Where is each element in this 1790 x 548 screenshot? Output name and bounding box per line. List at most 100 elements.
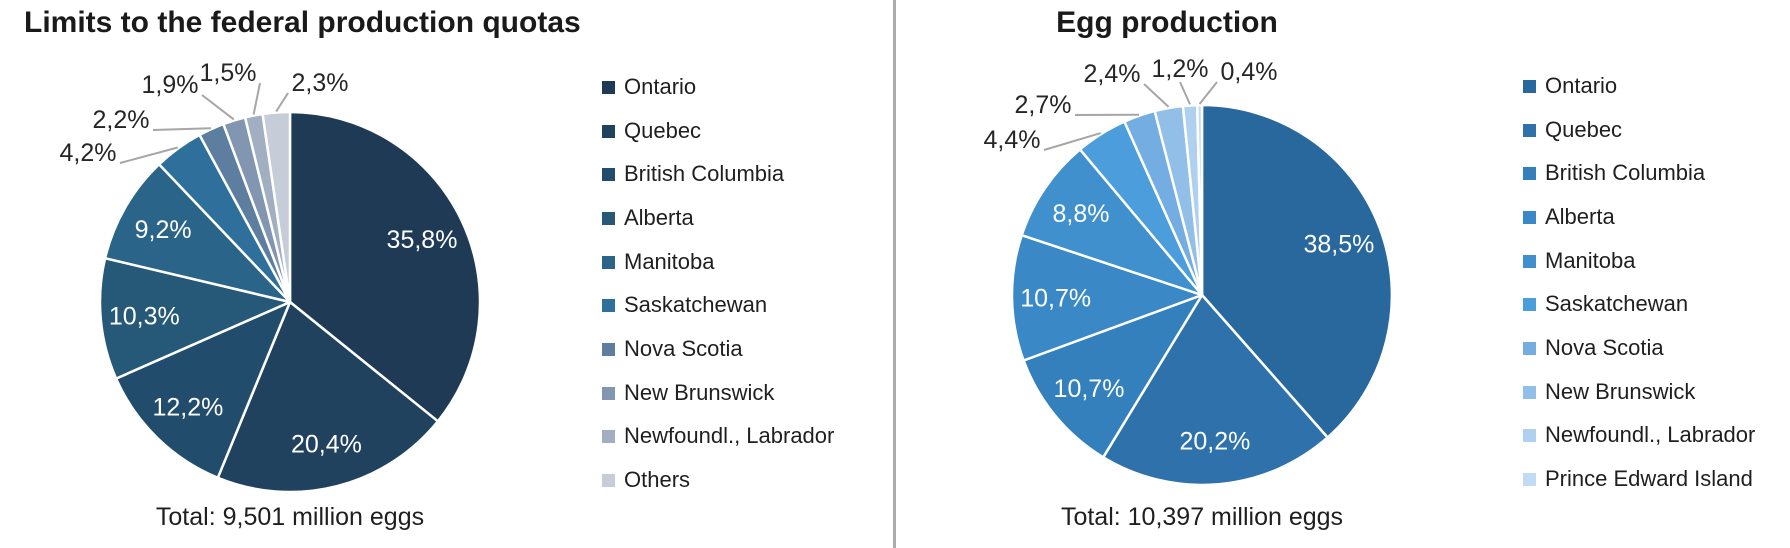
- legend-item: British Columbia: [1523, 151, 1790, 195]
- legend-marker: [1523, 298, 1536, 312]
- legend-item: Nova Scotia: [1523, 326, 1790, 370]
- pie-slice: [1010, 233, 1204, 362]
- slice-value-label: 10,7%: [1020, 284, 1091, 312]
- legend-label: Nova Scotia: [1545, 334, 1664, 360]
- legend-item: Manitoba: [602, 240, 872, 284]
- label-leader-line: [1179, 81, 1191, 105]
- legend-item: Newfoundl., Labrador: [1523, 414, 1790, 458]
- label-leader-line: [201, 94, 235, 121]
- pie-slice: [1195, 103, 1204, 297]
- legend-label: Alberta: [624, 204, 694, 230]
- slice-value-label: 8,8%: [1053, 200, 1110, 228]
- legend-item: Others: [602, 458, 872, 502]
- pie-slice: [1020, 148, 1204, 297]
- slice-value-label: 1,9%: [142, 71, 199, 99]
- pie-slice: [261, 110, 292, 304]
- legend-label: Nova Scotia: [624, 335, 743, 361]
- legend-label: Alberta: [1545, 203, 1615, 229]
- pie-slice: [1022, 293, 1204, 459]
- slice-value-label: 1,2%: [1152, 55, 1209, 83]
- legend-item: Saskatchewan: [1523, 282, 1790, 326]
- label-leader-line: [1143, 83, 1170, 108]
- legend-item: Nova Scotia: [602, 327, 872, 371]
- legend-label: Ontario: [624, 73, 697, 99]
- legend-marker: [1523, 210, 1536, 224]
- legend-item: New Brunswick: [1523, 370, 1790, 414]
- legend-marker: [602, 124, 615, 138]
- legend-marker: [1523, 254, 1536, 268]
- legend-marker: [1523, 123, 1536, 137]
- legend-marker: [602, 342, 615, 356]
- legend-marker: [1523, 385, 1536, 399]
- quota-chart-panel: Limits to the federal production quotas …: [0, 0, 893, 548]
- legend-item: Ontario: [1523, 64, 1790, 108]
- legend-label: Ontario: [1545, 72, 1618, 98]
- slice-value-label: 35,8%: [387, 226, 458, 254]
- slice-value-label: 2,2%: [93, 106, 150, 134]
- quota-total-label: Total: 9,501 million eggs: [155, 503, 425, 531]
- slice-value-label: 9,2%: [135, 216, 192, 244]
- label-leader-line: [1198, 81, 1218, 105]
- legend-marker: [602, 299, 615, 313]
- production-chart-title: Egg production: [1056, 6, 1278, 39]
- label-leader-line: [252, 82, 261, 115]
- slice-value-label: 1,5%: [200, 59, 257, 87]
- slice-value-label: 10,7%: [1054, 375, 1125, 403]
- panel-divider: [893, 0, 896, 548]
- legend-marker: [602, 80, 615, 94]
- legend-item: Ontario: [602, 65, 872, 109]
- legend-item: Quebec: [1523, 108, 1790, 152]
- legend-label: Newfoundl., Labrador: [624, 423, 835, 449]
- legend-item: Newfoundl., Labrador: [602, 415, 872, 459]
- legend-marker: [1523, 473, 1536, 487]
- slice-value-label: 2,4%: [1084, 60, 1141, 88]
- legend-label: Saskatchewan: [1545, 291, 1689, 317]
- label-leader-line: [119, 146, 178, 164]
- legend-label: British Columbia: [624, 161, 785, 187]
- legend-marker: [1523, 167, 1536, 181]
- quota-legend: Ontario Quebec British Columbia Alberta Mani…: [602, 65, 872, 502]
- legend-label: British Columbia: [1545, 160, 1706, 186]
- slice-value-label: 20,4%: [291, 431, 362, 459]
- label-leader-line: [275, 92, 289, 113]
- legend-label: New Brunswick: [1545, 378, 1696, 404]
- slice-value-label: 20,2%: [1179, 428, 1250, 456]
- legend-item: New Brunswick: [602, 371, 872, 415]
- slice-value-label: 4,4%: [984, 126, 1041, 154]
- pie-slice: [1101, 293, 1329, 487]
- legend-marker: [1523, 79, 1536, 93]
- slice-value-label: 2,7%: [1015, 91, 1072, 119]
- pie-slice: [98, 256, 292, 380]
- legend-marker: [602, 474, 615, 488]
- quota-chart-title: Limits to the federal production quotas: [24, 6, 581, 39]
- legend-label: Prince Edward Island: [1545, 466, 1753, 492]
- legend-label: New Brunswick: [624, 379, 775, 405]
- label-leader-line: [1043, 132, 1101, 151]
- legend-label: Newfoundl., Labrador: [1545, 422, 1756, 448]
- slice-value-label: 2,3%: [292, 69, 349, 97]
- pie-slice: [216, 300, 440, 494]
- pie-slice: [1200, 103, 1394, 439]
- slice-value-label: 38,5%: [1303, 230, 1374, 258]
- legend-item: Alberta: [602, 196, 872, 240]
- legend-marker: [602, 386, 615, 400]
- legend-label: Manitoba: [1545, 247, 1636, 273]
- legend-item: Manitoba: [1523, 239, 1790, 283]
- legend-label: Quebec: [624, 117, 702, 143]
- legend-marker: [1523, 341, 1536, 355]
- label-leader-line: [152, 127, 211, 131]
- slice-value-label: 4,2%: [60, 139, 117, 167]
- legend-label: Saskatchewan: [624, 292, 768, 318]
- legend-item: Alberta: [1523, 195, 1790, 239]
- production-legend: Ontario Quebec British Columbia Alberta Mani…: [1523, 64, 1790, 501]
- production-chart-panel: Egg production 38,5% 20,2% 10,7% 10,7% 8,8% 4…: [897, 0, 1790, 548]
- legend-item: Quebec: [602, 109, 872, 153]
- legend-marker: [1523, 429, 1536, 443]
- legend-label: Others: [624, 467, 691, 493]
- production-pie-chart: 38,5% 20,2% 10,7% 10,7% 8,8% 4,4% 2,7% 2,4% 1,2%…: [984, 55, 1394, 487]
- slice-value-label: 0,4%: [1221, 58, 1278, 86]
- quota-pie-chart: 35,8% 20,4% 12,2% 10,3% 9,2% 4,2% 2,2% 1,9% 1,5%…: [60, 59, 482, 494]
- legend-marker: [602, 430, 615, 444]
- legend-item: Prince Edward Island: [1523, 457, 1790, 501]
- legend-marker: [602, 168, 615, 182]
